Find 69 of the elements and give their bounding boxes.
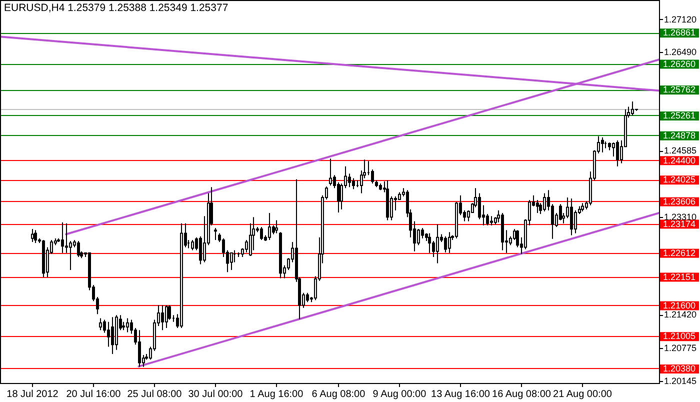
y-tick-label: 1.20775: [664, 343, 697, 354]
ref-line-label: 1.25261: [663, 110, 696, 121]
y-tick-label: 1.27120: [664, 14, 697, 24]
candlestick: [444, 236, 447, 253]
x-tick-label: 18 Jul 2012: [6, 389, 59, 400]
candlestick: [275, 220, 278, 234]
y-tick-label: 1.26490: [664, 46, 697, 57]
candlestick: [570, 198, 573, 236]
candlestick: [34, 230, 37, 244]
x-tick-label: 20 Jul 16:00: [66, 389, 122, 400]
candlestick: [126, 318, 129, 333]
candlestick: [61, 222, 64, 254]
x-tick-label: 25 Jul 08:00: [127, 389, 182, 400]
x-tick-label: 13 Aug 16:00: [431, 389, 490, 400]
ref-line-label: 1.22151: [663, 272, 696, 282]
candlestick: [42, 239, 45, 278]
candlestick: [180, 222, 183, 329]
candlestick: [581, 202, 584, 212]
candlestick: [536, 200, 539, 214]
candlestick: [279, 232, 282, 279]
candlestick: [268, 212, 271, 240]
x-tick-label: 30 Jul 00:00: [188, 389, 244, 400]
x-tick-label: 21 Aug 00:00: [553, 389, 612, 400]
candlestick: [99, 318, 102, 331]
chart-title: EURUSD,H4 1.25379 1.25388 1.25349 1.25377: [4, 2, 228, 14]
candlestick: [379, 182, 382, 191]
y-tick-label: 1.24585: [664, 146, 697, 156]
candlestick: [543, 192, 546, 212]
candlestick: [604, 140, 607, 149]
candlestick: [77, 240, 80, 258]
ref-line-label: 1.20380: [663, 364, 696, 374]
candlestick: [260, 226, 263, 240]
x-tick-label: 16 Aug 08:00: [492, 389, 552, 400]
candlestick: [375, 180, 378, 188]
candlestick: [165, 304, 168, 329]
ref-line-label: 1.25762: [663, 84, 696, 95]
y-tick-label: 1.21420: [664, 310, 697, 320]
candlestick: [352, 178, 355, 190]
candlestick: [115, 314, 118, 350]
candlestick: [616, 140, 619, 167]
candlestick: [490, 216, 493, 226]
ref-line-label: 1.26861: [663, 28, 696, 38]
candlestick: [448, 232, 451, 254]
candlestick: [436, 224, 439, 264]
candlestick: [631, 101, 634, 116]
candlestick: [214, 228, 217, 240]
ref-line-label: 1.22612: [663, 248, 696, 258]
ref-line-label: 1.24878: [663, 130, 696, 140]
candlestick: [428, 232, 431, 254]
candlestick: [329, 158, 332, 186]
x-tick-label: 1 Aug 16:00: [250, 389, 304, 400]
x-tick-label: 9 Aug 00:00: [372, 389, 427, 400]
candlestick: [138, 330, 141, 368]
candlestick: [601, 136, 604, 153]
candlestick: [31, 228, 34, 243]
candlestick: [386, 180, 389, 221]
ref-line-label: 1.23606: [663, 196, 696, 206]
ref-line-label: 1.21600: [663, 300, 696, 310]
ref-line-label: 1.24025: [663, 174, 696, 185]
x-tick-label: 6 Aug 08:00: [312, 389, 366, 400]
candlestick: [161, 304, 164, 331]
ref-line-label: 1.21005: [663, 331, 696, 342]
y-tick-label: 1.20145: [664, 376, 697, 386]
candlestick: [230, 252, 233, 271]
candlestick: [191, 239, 194, 251]
ref-line-label: 1.26260: [663, 58, 696, 69]
candlestick: [111, 316, 114, 354]
ref-line-label: 1.24400: [663, 155, 696, 166]
candlestick: [501, 212, 504, 251]
